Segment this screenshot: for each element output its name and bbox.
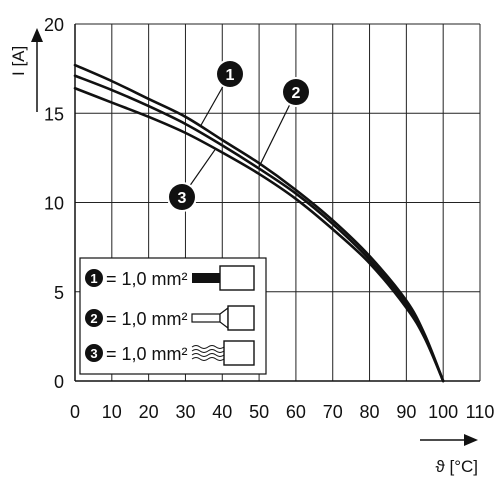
legend-number: 1: [90, 271, 97, 286]
curve-2: [73, 74, 445, 383]
curve-3: [73, 86, 445, 383]
y-axis-title: I [A]: [9, 46, 28, 76]
x-tick-label: 20: [139, 402, 159, 422]
y-tick-label: 5: [54, 283, 64, 303]
x-tick-label: 0: [70, 402, 80, 422]
x-tick-label: 60: [286, 402, 306, 422]
x-tick-label: 10: [102, 402, 122, 422]
solid-wire-icon: [192, 265, 255, 291]
legend-label: = 1,0 mm²: [106, 269, 188, 289]
strand: [191, 349, 225, 353]
legend-number: 2: [90, 311, 97, 326]
x-tick-label: 90: [396, 402, 416, 422]
insulation: [219, 265, 255, 291]
x-tick-label: 50: [249, 402, 269, 422]
legend-number: 3: [90, 346, 97, 361]
strand: [191, 353, 225, 357]
stranded-wire-icon: [191, 340, 255, 366]
callout-badge: [217, 61, 243, 87]
x-tick-label: 110: [466, 402, 495, 422]
callout-3: 3: [167, 149, 216, 212]
x-axis-title: ϑ [°C]: [435, 457, 478, 476]
callout-1: 1: [199, 59, 245, 127]
x-tick-label: 80: [360, 402, 380, 422]
insulation: [227, 305, 255, 331]
callout-number: 3: [178, 190, 187, 207]
ferrule-icon: [191, 305, 255, 331]
y-tick-label: 15: [44, 104, 64, 124]
callout-badge: [283, 79, 309, 105]
curve-1: [73, 63, 445, 383]
x-axis-arrow-head: [464, 434, 478, 446]
x-tick-label: 70: [323, 402, 343, 422]
legend-badge: [85, 309, 103, 327]
curves: [73, 63, 445, 383]
wire-core: [192, 273, 220, 283]
curve-callouts: 1 2 3: [167, 59, 311, 212]
x-tick-label: 30: [175, 402, 195, 422]
tick-labels: 0 10 20 30 40 50 60 70 80 90 100 110 0 5 10 15 20: [44, 15, 494, 422]
x-tick-label: 40: [212, 402, 232, 422]
legend-badge: [85, 344, 103, 362]
y-axis-arrow-head: [31, 28, 43, 42]
callout-2: 2: [258, 77, 311, 168]
y-tick-label: 0: [54, 372, 64, 392]
y-tick-label: 10: [44, 194, 64, 214]
legend-item-1: 1 = 1,0 mm²: [85, 265, 255, 291]
legend-label: = 1,0 mm²: [106, 309, 188, 329]
strand: [191, 345, 225, 349]
callout-badge: [169, 184, 195, 210]
callout-number: 2: [292, 85, 301, 102]
strand: [191, 357, 225, 361]
legend: 1 = 1,0 mm² 2 = 1,0 mm² 3 = 1,0 mm²: [79, 257, 267, 375]
legend-item-2: 2 = 1,0 mm²: [85, 305, 255, 331]
ferrule-sleeve: [191, 313, 221, 323]
legend-item-3: 3 = 1,0 mm²: [85, 340, 255, 366]
legend-badge: [85, 269, 103, 287]
legend-label: = 1,0 mm²: [106, 344, 188, 364]
axes: I [A] ϑ [°C]: [9, 24, 480, 476]
y-tick-label: 20: [44, 15, 64, 35]
callout-number: 1: [226, 67, 235, 84]
x-tick-label: 100: [428, 402, 458, 422]
insulation: [223, 340, 255, 366]
